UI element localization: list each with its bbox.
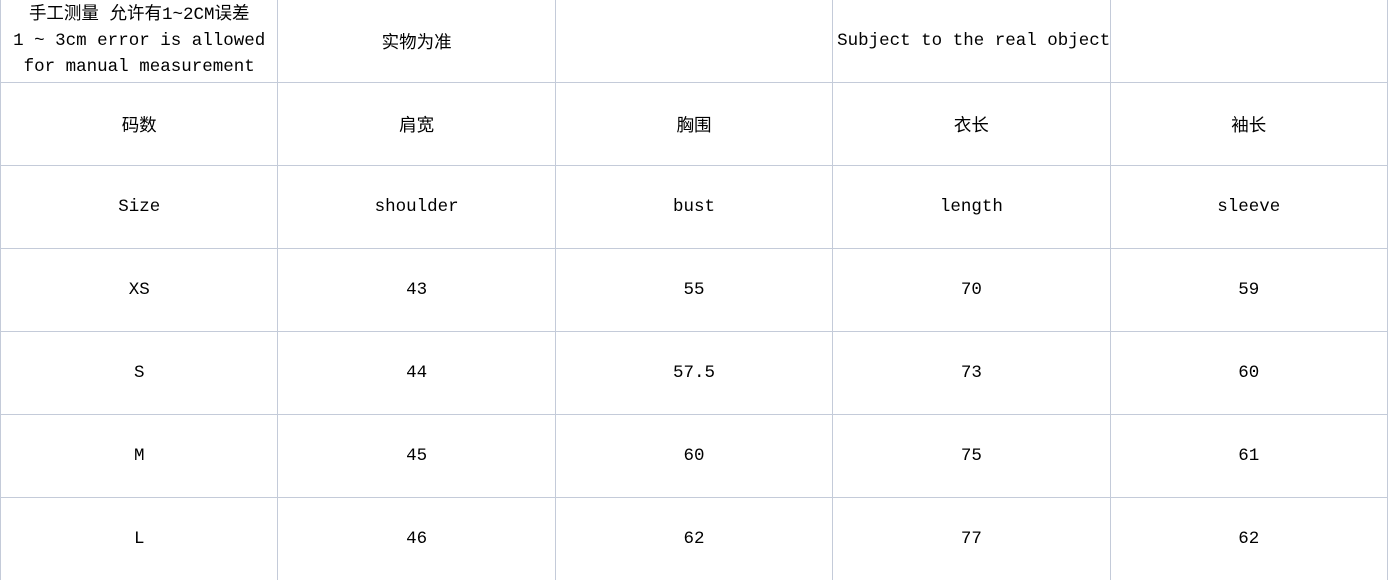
shoulder-value: 44 bbox=[277, 331, 556, 415]
shoulder-value: 45 bbox=[277, 414, 556, 498]
header-bust-en: bust bbox=[554, 165, 834, 249]
real-object-zh-label: 实物为准 bbox=[381, 33, 452, 54]
length-value: 77 bbox=[832, 497, 1111, 580]
size-label: M bbox=[0, 414, 279, 498]
table-row-notes: 手工测量 允许有1~2CM误差 1 ~ 3cm error is allowed… bbox=[0, 0, 1388, 83]
manual-note-zh: 手工测量 允许有1~2CM误差 bbox=[28, 5, 250, 25]
cell-empty bbox=[1109, 0, 1388, 83]
size-label: L bbox=[0, 497, 279, 580]
sleeve-value: 59 bbox=[1109, 248, 1388, 332]
table-row-header-zh: 码数 肩宽 胸围 衣长 袖长 bbox=[0, 82, 1388, 166]
bust-value: 57.5 bbox=[554, 331, 834, 415]
header-size-zh: 码数 bbox=[0, 82, 279, 166]
header-bust-zh: 胸围 bbox=[554, 82, 834, 166]
header-length-en: length bbox=[832, 165, 1111, 249]
manual-note-en-2: for manual measurement bbox=[23, 57, 255, 77]
header-sleeve-en: sleeve bbox=[1109, 165, 1388, 249]
shoulder-value: 43 bbox=[277, 248, 556, 332]
header-sleeve-zh: 袖长 bbox=[1109, 82, 1388, 166]
cell-manual-measurement-note: 手工测量 允许有1~2CM误差 1 ~ 3cm error is allowed… bbox=[0, 0, 279, 83]
manual-note-en-1: 1 ~ 3cm error is allowed bbox=[13, 31, 266, 51]
table-row-header-en: Size shoulder bust length sleeve bbox=[0, 165, 1388, 249]
size-label: XS bbox=[0, 248, 279, 332]
bust-value: 62 bbox=[554, 497, 834, 580]
sleeve-value: 62 bbox=[1109, 497, 1388, 580]
cell-empty bbox=[554, 0, 834, 83]
bust-value: 60 bbox=[554, 414, 834, 498]
header-shoulder-en: shoulder bbox=[277, 165, 556, 249]
sleeve-value: 60 bbox=[1109, 331, 1388, 415]
header-length-zh: 衣长 bbox=[832, 82, 1111, 166]
table-row-size-s: S 44 57.5 73 60 bbox=[0, 331, 1388, 415]
cell-real-object-en: Subject to the real object bbox=[832, 0, 1111, 83]
length-value: 75 bbox=[832, 414, 1111, 498]
table-row-size-xs: XS 43 55 70 59 bbox=[0, 248, 1388, 332]
header-size-en: Size bbox=[0, 165, 279, 249]
length-value: 70 bbox=[832, 248, 1111, 332]
length-value: 73 bbox=[832, 331, 1111, 415]
size-label: S bbox=[0, 331, 279, 415]
shoulder-value: 46 bbox=[277, 497, 556, 580]
header-shoulder-zh: 肩宽 bbox=[277, 82, 556, 166]
table-row-size-m: M 45 60 75 61 bbox=[0, 414, 1388, 498]
table-row-size-l: L 46 62 77 62 bbox=[0, 497, 1388, 580]
bust-value: 55 bbox=[554, 248, 834, 332]
sleeve-value: 61 bbox=[1109, 414, 1388, 498]
real-object-en-label: Subject to the real object bbox=[837, 31, 1111, 51]
cell-real-object-zh: 实物为准 bbox=[277, 0, 556, 83]
